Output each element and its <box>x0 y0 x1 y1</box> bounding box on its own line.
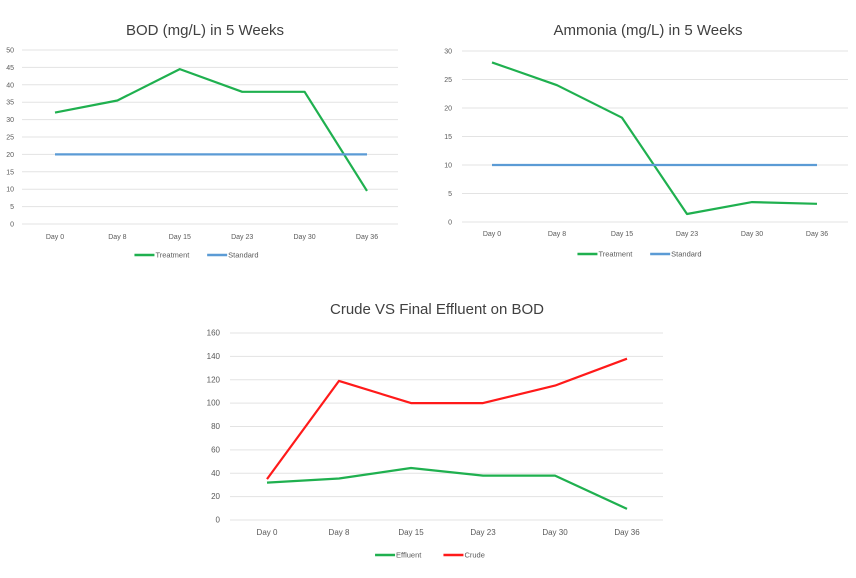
legend-label: Crude <box>464 551 484 560</box>
chart-2: Ammonia (mg/L) in 5 Weeks 0 5 10 15 20 25 30 Day… <box>444 22 848 259</box>
chart-title: Ammonia (mg/L) in 5 Weeks <box>554 22 743 39</box>
y-tick-label: 30 <box>6 117 14 124</box>
x-tick-label: Day 36 <box>614 528 640 537</box>
y-tick-label: 0 <box>216 516 221 525</box>
y-tick-label: 40 <box>211 469 220 478</box>
x-tick-label: Day 0 <box>46 234 64 241</box>
y-tick-label: 50 <box>6 48 14 55</box>
x-tick-label: Day 23 <box>676 231 698 238</box>
x-tick-label: Day 8 <box>329 528 350 537</box>
x-tick-label: Day 30 <box>542 528 568 537</box>
chart-title: Crude VS Final Effluent on BOD <box>330 301 544 318</box>
x-tick-label: Day 23 <box>231 234 253 241</box>
y-tick-label: 40 <box>6 82 14 89</box>
y-tick-label: 30 <box>444 49 452 56</box>
series-line-treatment <box>54 67 368 192</box>
y-tick-label: 120 <box>207 375 221 384</box>
x-tick-label: Day 30 <box>294 234 316 241</box>
x-tick-label: Day 0 <box>483 231 501 238</box>
y-tick-label: 10 <box>444 163 452 170</box>
x-tick-label: Day 15 <box>398 528 424 537</box>
y-tick-label: 20 <box>444 106 452 113</box>
y-tick-label: 20 <box>211 492 220 501</box>
legend-label: Treatment <box>155 251 190 260</box>
x-tick-label: Day 15 <box>611 231 633 238</box>
series-line-treatment <box>491 61 818 216</box>
y-tick-label: 5 <box>448 191 452 198</box>
y-tick-label: 0 <box>448 220 452 227</box>
y-tick-label: 45 <box>6 65 14 72</box>
y-tick-label: 25 <box>6 135 14 142</box>
y-tick-label: 25 <box>444 77 452 84</box>
y-tick-label: 20 <box>6 152 14 159</box>
legend-label: Standard <box>228 251 258 260</box>
x-tick-label: Day 0 <box>257 528 278 537</box>
x-tick-label: Day 36 <box>806 231 828 238</box>
legend: Treatment Standard <box>134 251 259 260</box>
legend-label: Treatment <box>598 250 633 259</box>
x-tick-label: Day 15 <box>169 234 191 241</box>
y-tick-label: 15 <box>444 134 452 141</box>
series-line-crude <box>266 357 628 480</box>
y-tick-label: 100 <box>207 399 221 408</box>
x-tick-label: Day 23 <box>470 528 496 537</box>
chart-1: BOD (mg/L) in 5 Weeks 0 5 10 15 20 25 30 35 40 45 5… <box>6 22 398 260</box>
legend-label: Effluent <box>396 551 422 560</box>
y-tick-label: 140 <box>207 352 221 361</box>
y-tick-label: 160 <box>207 329 221 338</box>
x-tick-label: Day 8 <box>108 234 126 241</box>
x-tick-label: Day 8 <box>548 231 566 238</box>
legend: Treatment Standard <box>577 250 702 259</box>
chart-3: Crude VS Final Effluent on BOD 0 20 40 60 80 1… <box>207 301 663 560</box>
y-tick-label: 0 <box>10 222 14 229</box>
y-tick-label: 10 <box>6 187 14 194</box>
x-tick-label: Day 36 <box>356 234 378 241</box>
y-tick-label: 15 <box>6 169 14 176</box>
chart-title: BOD (mg/L) in 5 Weeks <box>126 22 284 39</box>
y-tick-label: 35 <box>6 100 14 107</box>
legend: Effluent Crude <box>375 551 485 560</box>
series-line-effluent <box>266 466 628 510</box>
y-tick-label: 80 <box>211 422 220 431</box>
y-tick-label: 5 <box>10 204 14 211</box>
y-tick-label: 60 <box>211 445 220 454</box>
legend-label: Standard <box>671 250 701 259</box>
x-tick-label: Day 30 <box>741 231 763 238</box>
